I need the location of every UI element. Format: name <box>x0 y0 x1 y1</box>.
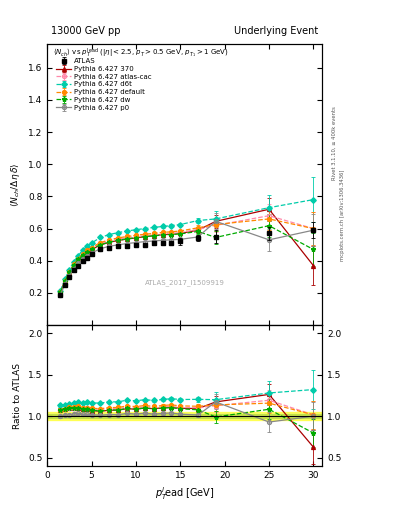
Text: mcplots.cern.ch [arXiv:1306.3436]: mcplots.cern.ch [arXiv:1306.3436] <box>340 169 345 261</box>
Text: 13000 GeV pp: 13000 GeV pp <box>51 26 121 36</box>
Y-axis label: $\langle N_{ch}/\Delta\eta\,\delta\rangle$: $\langle N_{ch}/\Delta\eta\,\delta\rangl… <box>9 162 22 206</box>
Text: ATLAS_2017_I1509919: ATLAS_2017_I1509919 <box>145 280 225 286</box>
Text: Underlying Event: Underlying Event <box>234 26 318 36</box>
Bar <box>47 414 322 418</box>
Y-axis label: Ratio to ATLAS: Ratio to ATLAS <box>13 362 22 429</box>
Bar <box>47 412 322 420</box>
Text: Rivet 3.1.10, ≥ 400k events: Rivet 3.1.10, ≥ 400k events <box>332 106 337 180</box>
X-axis label: $p_T^l\!$ead [GeV]: $p_T^l\!$ead [GeV] <box>155 485 215 502</box>
Text: $\langle N_{ch}\rangle$ vs $p_T^{\rm lead}$ ($|\eta|<2.5,\,p_T>0.5$ GeV$,\,p_{T_: $\langle N_{ch}\rangle$ vs $p_T^{\rm lea… <box>53 47 228 60</box>
Legend: ATLAS, Pythia 6.427 370, Pythia 6.427 atlas-cac, Pythia 6.427 d6t, Pythia 6.427 : ATLAS, Pythia 6.427 370, Pythia 6.427 at… <box>53 55 154 114</box>
